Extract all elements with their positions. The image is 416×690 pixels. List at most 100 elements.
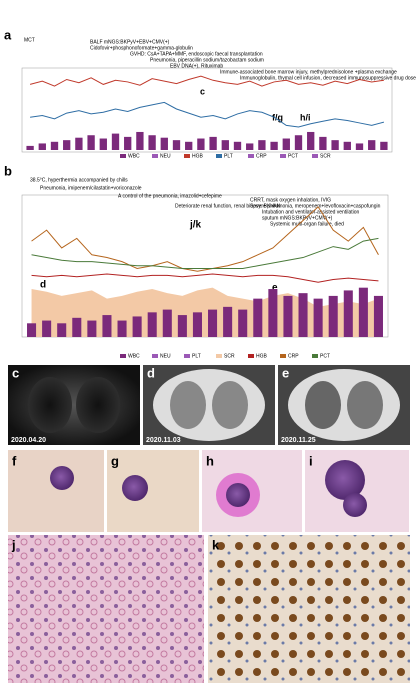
plot-frame — [21, 67, 393, 153]
lung — [305, 381, 341, 429]
bar — [223, 306, 233, 337]
legend-label: PCT — [320, 353, 330, 359]
cell — [325, 460, 365, 500]
bar — [148, 135, 156, 150]
bar — [209, 136, 217, 150]
bar — [233, 141, 242, 150]
bar — [132, 316, 142, 337]
legend-label: CRP — [288, 353, 299, 359]
he-stain — [8, 535, 204, 683]
bar — [197, 138, 205, 150]
legend-swatch — [152, 154, 158, 158]
legend-swatch — [120, 154, 126, 158]
line — [31, 237, 379, 269]
bar — [102, 315, 112, 337]
bar — [177, 315, 187, 337]
bar — [246, 143, 254, 150]
bar — [26, 145, 34, 150]
ct-image — [8, 365, 140, 445]
legend-label: NEU — [160, 153, 171, 159]
marker: j/k — [189, 220, 202, 231]
legend-label: SCR — [224, 353, 235, 359]
smear — [107, 450, 199, 532]
cell — [122, 475, 148, 501]
bar — [57, 323, 67, 337]
legend-swatch — [216, 354, 222, 358]
date-label: 2020.11.25 — [281, 437, 316, 444]
marker: c — [200, 86, 205, 96]
bar — [343, 290, 353, 337]
legend-swatch — [280, 354, 286, 358]
annotation: CRRT, mask oxygen inhalation, IVIG — [250, 197, 331, 203]
lung — [170, 381, 206, 429]
bar — [162, 309, 172, 337]
legend-swatch — [280, 154, 286, 158]
lung — [28, 377, 72, 433]
panel-label: k — [212, 537, 220, 552]
legend-label: WBC — [128, 153, 140, 159]
bar — [117, 320, 127, 337]
line — [29, 75, 384, 87]
legend-swatch — [312, 354, 318, 358]
bar — [373, 295, 383, 337]
legend-swatch — [120, 354, 126, 358]
annotation: GVHD: CsA+TAPA+MMF, endoscopic faecal tr… — [130, 51, 263, 57]
legend-swatch — [184, 154, 190, 158]
annotation: Immunoglobulin, thymal cell infusion, de… — [240, 75, 416, 81]
body — [288, 369, 400, 441]
cell — [343, 493, 367, 517]
lung — [212, 381, 248, 429]
area — [31, 287, 379, 337]
bar — [355, 143, 364, 150]
bar — [87, 135, 95, 150]
bar — [27, 323, 37, 337]
legend-swatch — [248, 154, 254, 158]
legend-label: PLT — [192, 353, 201, 359]
panel-label: g — [111, 453, 119, 468]
bar — [38, 143, 46, 150]
bar — [75, 137, 83, 150]
panel-label: d — [147, 365, 155, 380]
date-label: 2020.04.20 — [11, 437, 46, 444]
annotation: Severe pneumonia, meropenem+levofloxacin… — [250, 203, 381, 209]
annotation: Pneumonia, imipenem/cilastatin+voriconaz… — [40, 185, 142, 191]
panel-label: b — [4, 163, 12, 178]
legend-label: HGB — [192, 153, 204, 159]
bar — [298, 293, 308, 337]
panel-label: f — [12, 453, 17, 468]
bar — [368, 140, 376, 150]
bar — [221, 140, 229, 150]
bar — [258, 140, 266, 150]
bar — [172, 140, 181, 150]
bar — [147, 312, 157, 337]
annotation: A control of the pneumonia, imazolid+cef… — [118, 193, 222, 199]
marker: h/i — [300, 112, 311, 122]
bar — [63, 140, 71, 150]
line — [30, 101, 385, 128]
bar — [313, 298, 323, 337]
bar — [331, 140, 339, 150]
annotation: sputum mNGS:BKPyV+CMV(+) — [262, 215, 333, 221]
ct-images: c d e 2020.04.20 2020.11.03 2020.11.25 — [8, 365, 410, 445]
bar — [270, 141, 278, 150]
bar — [282, 138, 290, 150]
bar — [328, 295, 338, 337]
bar — [192, 312, 202, 337]
legend-label: HGB — [256, 353, 268, 359]
bar — [268, 289, 278, 337]
annotation: Deteriorate renal function, renal biopsy… — [175, 203, 281, 209]
lung — [347, 381, 383, 429]
smear — [8, 450, 104, 532]
annotation: Systemic multi-organ failure, died — [270, 221, 344, 227]
bar — [294, 135, 303, 150]
legend-label: SCR — [320, 153, 331, 159]
annotation: Immune-associated bone marrow injury, me… — [220, 69, 397, 75]
bar — [136, 131, 144, 150]
legend-label: NEU — [160, 353, 171, 359]
bar — [283, 295, 293, 337]
legend-label: WBC — [128, 353, 140, 359]
cell — [50, 466, 74, 490]
panel-label: c — [12, 365, 19, 380]
bar — [99, 138, 107, 150]
body — [153, 369, 265, 441]
